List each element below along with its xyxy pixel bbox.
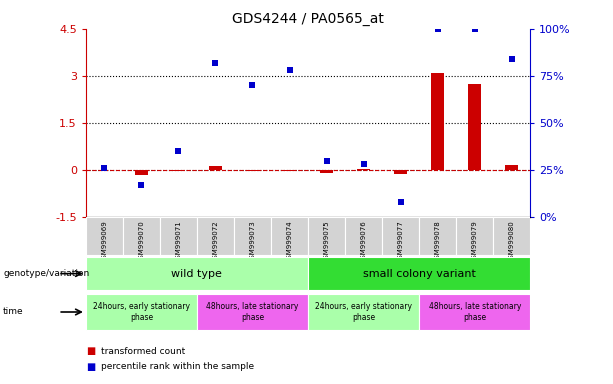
Point (322, 157, 332, 164)
Text: GSM999075: GSM999075 (324, 220, 330, 263)
Bar (308, 257, 530, 290)
Bar (86, 217, 123, 255)
Bar (246, 170, 259, 172)
Bar (86, 257, 308, 290)
Point (507, 56, 517, 62)
Text: 48hours, late stationary
phase: 48hours, late stationary phase (207, 302, 299, 322)
Text: GSM999069: GSM999069 (101, 220, 107, 263)
Point (433, 26, 443, 32)
Bar (308, 294, 419, 330)
Bar (357, 169, 370, 170)
Text: 48hours, late stationary
phase: 48hours, late stationary phase (428, 302, 521, 322)
Text: GSM999078: GSM999078 (435, 220, 441, 263)
Point (248, 82, 257, 88)
Point (359, 161, 368, 167)
Bar (505, 165, 518, 170)
Bar (419, 294, 530, 330)
Text: GSM999071: GSM999071 (175, 220, 181, 263)
Bar (456, 217, 493, 255)
Text: GSM999079: GSM999079 (471, 220, 478, 263)
Text: percentile rank within the sample: percentile rank within the sample (101, 362, 254, 371)
Point (173, 148, 183, 154)
Text: GSM999076: GSM999076 (360, 220, 367, 263)
Bar (468, 84, 481, 170)
Text: ■: ■ (86, 362, 95, 372)
Bar (493, 217, 530, 255)
Text: 24hours, early stationary
phase: 24hours, early stationary phase (315, 302, 412, 322)
Text: genotype/variation: genotype/variation (3, 269, 89, 278)
Point (396, 199, 406, 205)
Text: ■: ■ (86, 346, 95, 356)
Point (470, 26, 479, 32)
Bar (160, 217, 197, 255)
Text: time: time (3, 308, 24, 316)
Point (99, 165, 109, 171)
Text: wild type: wild type (172, 268, 223, 279)
Bar (209, 166, 222, 170)
Text: GSM999073: GSM999073 (249, 220, 256, 263)
Point (284, 67, 294, 73)
Text: GSM999074: GSM999074 (286, 220, 292, 263)
Text: GSM999080: GSM999080 (509, 220, 515, 263)
Bar (320, 170, 333, 173)
Bar (197, 217, 234, 255)
Bar (172, 170, 185, 172)
Bar (283, 170, 296, 172)
Bar (123, 217, 160, 255)
Bar (86, 294, 197, 330)
Text: GSM999070: GSM999070 (139, 220, 145, 263)
Bar (234, 217, 271, 255)
Point (137, 182, 147, 188)
Bar (431, 73, 444, 170)
Text: transformed count: transformed count (101, 347, 185, 356)
Bar (345, 217, 382, 255)
Bar (197, 294, 308, 330)
Point (210, 60, 220, 66)
Bar (135, 170, 148, 175)
Text: GSM999077: GSM999077 (398, 220, 403, 263)
Bar (419, 217, 456, 255)
Bar (308, 217, 345, 255)
Text: small colony variant: small colony variant (363, 268, 476, 279)
Text: 24hours, early stationary
phase: 24hours, early stationary phase (93, 302, 190, 322)
Bar (271, 217, 308, 255)
Bar (394, 170, 407, 174)
Text: GSM999072: GSM999072 (213, 220, 218, 263)
Bar (382, 217, 419, 255)
Title: GDS4244 / PA0565_at: GDS4244 / PA0565_at (232, 12, 384, 26)
